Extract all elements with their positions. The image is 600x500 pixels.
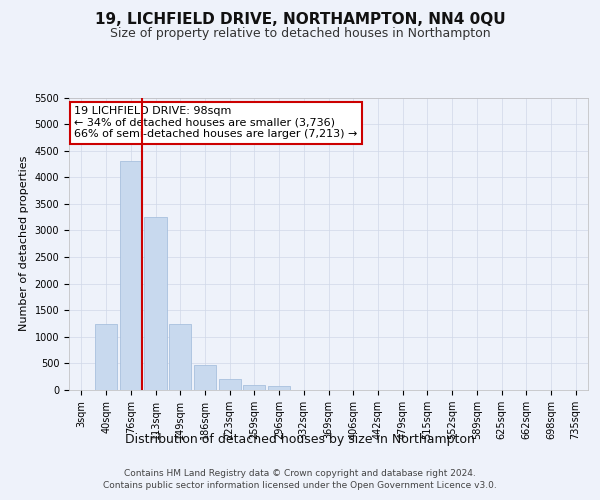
Text: Distribution of detached houses by size in Northampton: Distribution of detached houses by size … bbox=[125, 432, 475, 446]
Text: 19, LICHFIELD DRIVE, NORTHAMPTON, NN4 0QU: 19, LICHFIELD DRIVE, NORTHAMPTON, NN4 0Q… bbox=[95, 12, 505, 28]
Bar bbox=[218, 380, 241, 390]
Bar bbox=[243, 384, 265, 390]
Text: Size of property relative to detached houses in Northampton: Size of property relative to detached ho… bbox=[110, 28, 490, 40]
Text: 19 LICHFIELD DRIVE: 98sqm
← 34% of detached houses are smaller (3,736)
66% of se: 19 LICHFIELD DRIVE: 98sqm ← 34% of detac… bbox=[74, 106, 358, 140]
Text: Contains HM Land Registry data © Crown copyright and database right 2024.
Contai: Contains HM Land Registry data © Crown c… bbox=[103, 468, 497, 490]
Bar bbox=[194, 364, 216, 390]
Bar bbox=[169, 324, 191, 390]
Y-axis label: Number of detached properties: Number of detached properties bbox=[19, 156, 29, 332]
Bar bbox=[268, 386, 290, 390]
Bar bbox=[95, 324, 117, 390]
Bar bbox=[145, 217, 167, 390]
Bar bbox=[119, 162, 142, 390]
